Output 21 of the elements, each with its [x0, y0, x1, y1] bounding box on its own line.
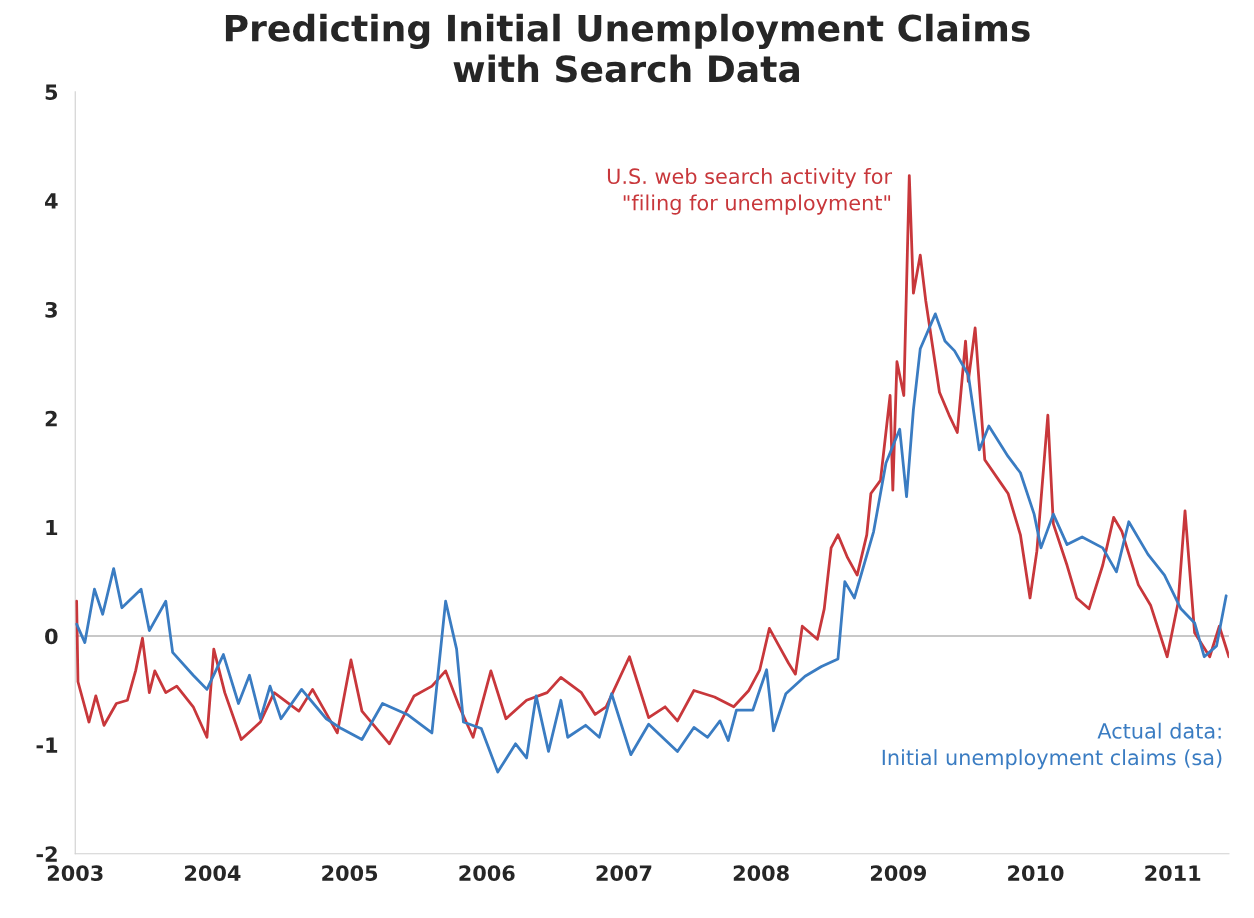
x-tick-label: 2006: [459, 865, 515, 881]
x-tick-label: 2005: [322, 865, 378, 881]
chart-title: Predicting Initial Unemployment Claims with Search Data: [225, 13, 1030, 83]
y-tick-label: 0: [45, 628, 58, 645]
y-tick-label: -2: [36, 846, 57, 862]
x-tick-label: 2007: [596, 865, 652, 881]
x-tick-label: 2004: [185, 865, 241, 881]
y-tick-label: 1: [46, 519, 58, 536]
x-tick-label: 2010: [1008, 865, 1064, 881]
x-tick-label: 2011: [1145, 865, 1201, 881]
x-tick-label: 2008: [733, 865, 789, 881]
y-tick-label: 5: [45, 84, 58, 101]
text: Actual data: Initial unemployment claims (sa): [882, 722, 1222, 770]
y-tick-label: -1: [36, 737, 58, 753]
line-series: [75, 312, 1228, 774]
x-tick-label: 2009: [870, 865, 926, 881]
y-tick-label: 4: [45, 193, 58, 209]
series-label: U.S. web search activity for "filing for unemployment": [607, 167, 893, 215]
x-tick-label: 2003: [47, 865, 103, 881]
y-tick-label: 2: [45, 410, 57, 427]
y-tick-label: 3: [45, 301, 57, 318]
